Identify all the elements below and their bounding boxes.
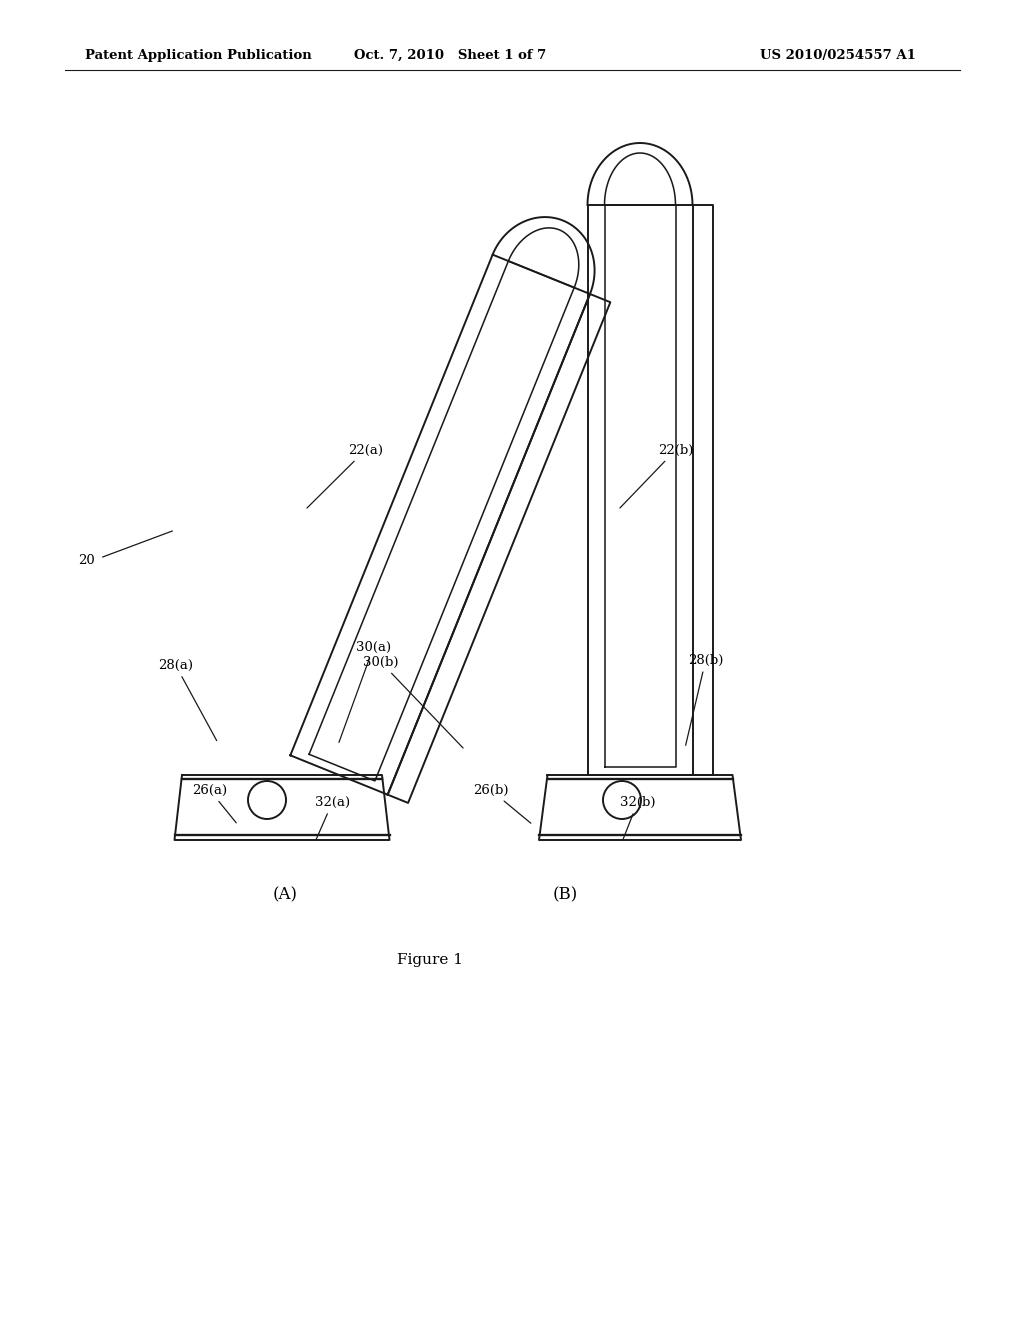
Text: (B): (B) [552, 887, 578, 903]
Text: 28(b): 28(b) [686, 653, 723, 746]
Text: 26(b): 26(b) [473, 784, 530, 824]
Text: 20: 20 [78, 553, 95, 566]
Text: 30(a): 30(a) [339, 640, 391, 742]
Text: US 2010/0254557 A1: US 2010/0254557 A1 [760, 49, 915, 62]
Text: 22(b): 22(b) [620, 444, 693, 508]
Text: 30(b): 30(b) [362, 656, 463, 748]
Text: 26(a): 26(a) [193, 784, 237, 822]
Text: Oct. 7, 2010   Sheet 1 of 7: Oct. 7, 2010 Sheet 1 of 7 [354, 49, 546, 62]
Text: 32(b): 32(b) [620, 796, 655, 840]
Text: 32(a): 32(a) [315, 796, 350, 840]
Text: 28(a): 28(a) [158, 659, 217, 741]
Text: (A): (A) [272, 887, 298, 903]
Text: 22(a): 22(a) [307, 444, 383, 508]
Text: Figure 1: Figure 1 [397, 953, 463, 968]
Text: Patent Application Publication: Patent Application Publication [85, 49, 311, 62]
